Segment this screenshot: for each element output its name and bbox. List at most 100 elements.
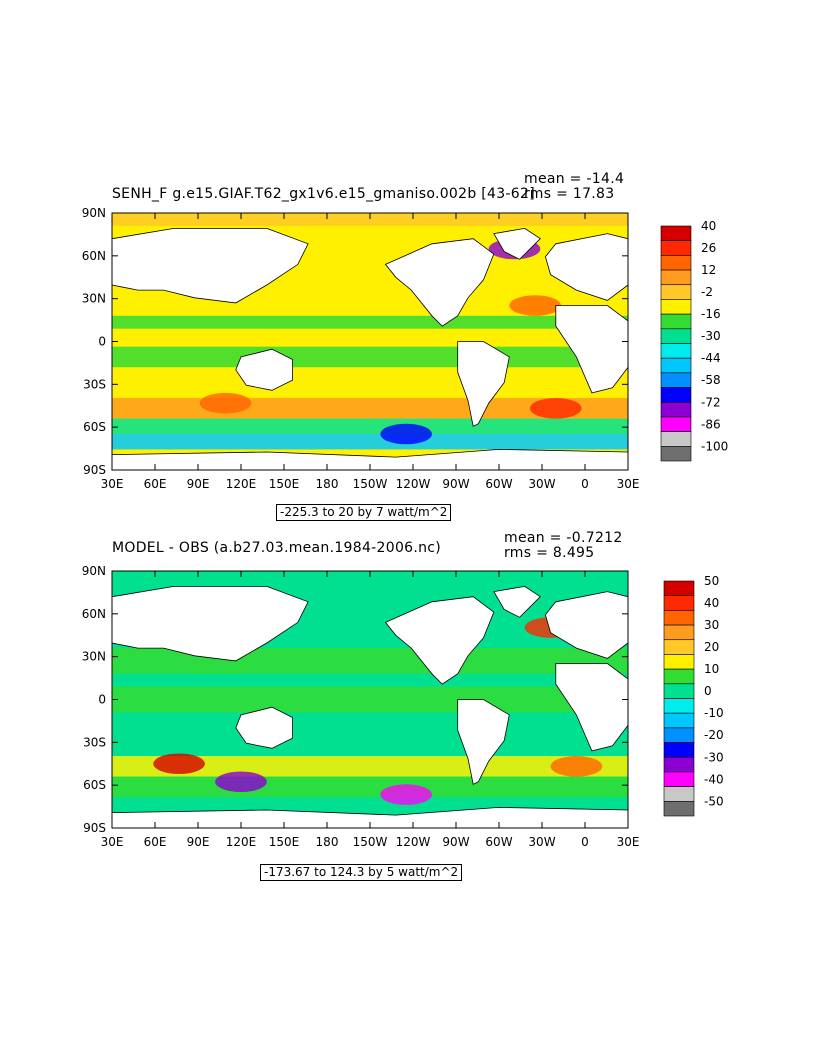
colorbar-swatch bbox=[663, 639, 695, 655]
x-tick-label: 90E bbox=[187, 477, 210, 491]
field-anomaly bbox=[550, 756, 603, 777]
colorbar-label: -20 bbox=[704, 728, 724, 742]
colorbar-swatch bbox=[660, 255, 692, 271]
colorbar-label: 26 bbox=[701, 241, 716, 255]
field-band bbox=[112, 315, 628, 329]
colorbar-label: -10 bbox=[704, 706, 724, 720]
x-tick-label: 60W bbox=[485, 477, 512, 491]
colorbar-swatch bbox=[660, 372, 692, 388]
top-panel: 30E 60E 90E 120E 150E 180 150W 120W 90W 60W 30W 0 30… bbox=[82, 171, 728, 521]
colorbar-label: -50 bbox=[704, 794, 724, 808]
colorbar-label: -44 bbox=[701, 351, 721, 365]
colorbar-label: 30 bbox=[704, 618, 719, 632]
colorbar-swatch bbox=[660, 387, 692, 403]
y-tick-label: 30S bbox=[83, 735, 106, 749]
colorbar-label: 40 bbox=[704, 596, 719, 610]
field-band bbox=[112, 434, 628, 450]
colorbar-label: -30 bbox=[704, 750, 724, 764]
colorbar-swatch bbox=[663, 595, 695, 611]
colorbar-label: 12 bbox=[701, 263, 716, 277]
field-anomaly bbox=[215, 771, 267, 793]
land-mask bbox=[493, 585, 541, 618]
top-range-label: -225.3 to 20 by 7 watt/m^2 bbox=[276, 504, 452, 521]
colorbar-swatch bbox=[663, 610, 695, 626]
colorbar-label: -72 bbox=[701, 395, 721, 409]
colorbar-label: -30 bbox=[701, 329, 721, 343]
x-tick-label: 120W bbox=[396, 835, 431, 849]
x-tick-label: 60E bbox=[144, 477, 167, 491]
colorbar-label: 0 bbox=[704, 684, 712, 698]
land-mask bbox=[457, 341, 510, 427]
y-tick-label: 90N bbox=[82, 206, 106, 220]
y-tick-label: 60N bbox=[82, 607, 106, 621]
bottom-mean-label: mean = -0.7212 bbox=[504, 530, 623, 546]
top-plot-title: SENH_F g.e15.GIAF.T62_gx1v6.e15_gmaniso.… bbox=[112, 186, 535, 202]
colorbar-swatch bbox=[663, 624, 695, 641]
colorbar-swatch bbox=[660, 225, 692, 241]
colorbar-swatch bbox=[660, 416, 692, 432]
colorbar-swatch bbox=[663, 712, 695, 729]
x-tick-label: 0 bbox=[581, 835, 589, 849]
x-tick-label: 180 bbox=[316, 835, 339, 849]
field-band bbox=[112, 346, 628, 368]
y-tick-label: 90N bbox=[82, 564, 106, 578]
x-tick-label: 180 bbox=[316, 477, 339, 491]
x-tick-label: 120W bbox=[396, 477, 431, 491]
colorbar-swatch bbox=[660, 446, 692, 462]
field-band bbox=[112, 418, 628, 435]
x-tick-label: 60E bbox=[144, 835, 167, 849]
y-tick-label: 30N bbox=[82, 650, 106, 664]
colorbar-label: -40 bbox=[704, 772, 724, 786]
field-band bbox=[112, 756, 628, 777]
colorbar-swatch bbox=[663, 727, 695, 743]
bottom-panel: 30E 60E 90E 120E 150E 180 150W 120W 90W 60W 30W 0 30… bbox=[0, 530, 818, 890]
x-tick-label: 30E bbox=[617, 477, 640, 491]
top-mean-label: mean = -14.4 bbox=[524, 171, 625, 187]
x-tick-label: 90W bbox=[442, 835, 469, 849]
y-tick-label: 0 bbox=[98, 693, 106, 707]
x-tick-label: 30E bbox=[101, 835, 124, 849]
colorbar-label: 50 bbox=[704, 574, 719, 588]
colorbar-label: 10 bbox=[704, 662, 719, 676]
colorbar-swatch bbox=[663, 683, 695, 699]
colorbar-swatch bbox=[660, 299, 692, 315]
colorbar-label: -58 bbox=[701, 373, 721, 387]
y-tick-label: 60N bbox=[82, 249, 106, 263]
field-anomaly bbox=[199, 392, 252, 414]
x-tick-label: 30W bbox=[528, 835, 555, 849]
bottom-rms-label: rms = 8.495 bbox=[504, 545, 595, 561]
x-tick-label: 150W bbox=[353, 835, 388, 849]
colorbar-swatch bbox=[660, 269, 692, 286]
y-tick-label: 90S bbox=[83, 821, 106, 835]
y-tick-label: 0 bbox=[98, 335, 106, 349]
land-mask bbox=[235, 348, 294, 391]
colorbar-swatch bbox=[660, 328, 692, 344]
land-mask bbox=[555, 663, 629, 752]
bottom-range-label: -173.67 to 124.3 by 5 watt/m^2 bbox=[260, 864, 463, 881]
colorbar-swatch bbox=[663, 742, 695, 758]
colorbar-swatch bbox=[660, 313, 692, 330]
land-mask bbox=[384, 238, 495, 327]
colorbar-swatch bbox=[663, 654, 695, 670]
field-band bbox=[112, 725, 628, 751]
x-tick-label: 150E bbox=[269, 835, 300, 849]
colorbar-swatch bbox=[660, 431, 692, 447]
field-band bbox=[112, 776, 628, 798]
colorbar-label: -16 bbox=[701, 307, 721, 321]
x-tick-label: 30E bbox=[617, 835, 640, 849]
field-anomaly bbox=[153, 753, 205, 775]
land-mask bbox=[457, 699, 510, 785]
colorbar-swatch bbox=[660, 284, 692, 300]
land-mask bbox=[544, 233, 629, 301]
colorbar-swatch bbox=[663, 580, 695, 596]
colorbar-swatch bbox=[660, 401, 692, 418]
field-anomaly bbox=[529, 398, 582, 419]
x-tick-label: 120E bbox=[226, 835, 257, 849]
x-tick-label: 150W bbox=[353, 477, 388, 491]
land-mask bbox=[384, 596, 495, 685]
colorbar-swatch bbox=[663, 786, 695, 802]
y-tick-label: 60S bbox=[83, 778, 106, 792]
land-mask bbox=[235, 706, 294, 749]
colorbar-label: 20 bbox=[704, 640, 719, 654]
bottom-map-plot: 30E 60E 90E 120E 150E 180 150W 120W 90W 60W 30W 0 30… bbox=[82, 564, 724, 849]
